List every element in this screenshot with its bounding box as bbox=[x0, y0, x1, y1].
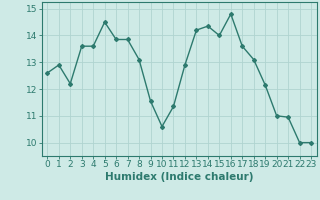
X-axis label: Humidex (Indice chaleur): Humidex (Indice chaleur) bbox=[105, 172, 253, 182]
